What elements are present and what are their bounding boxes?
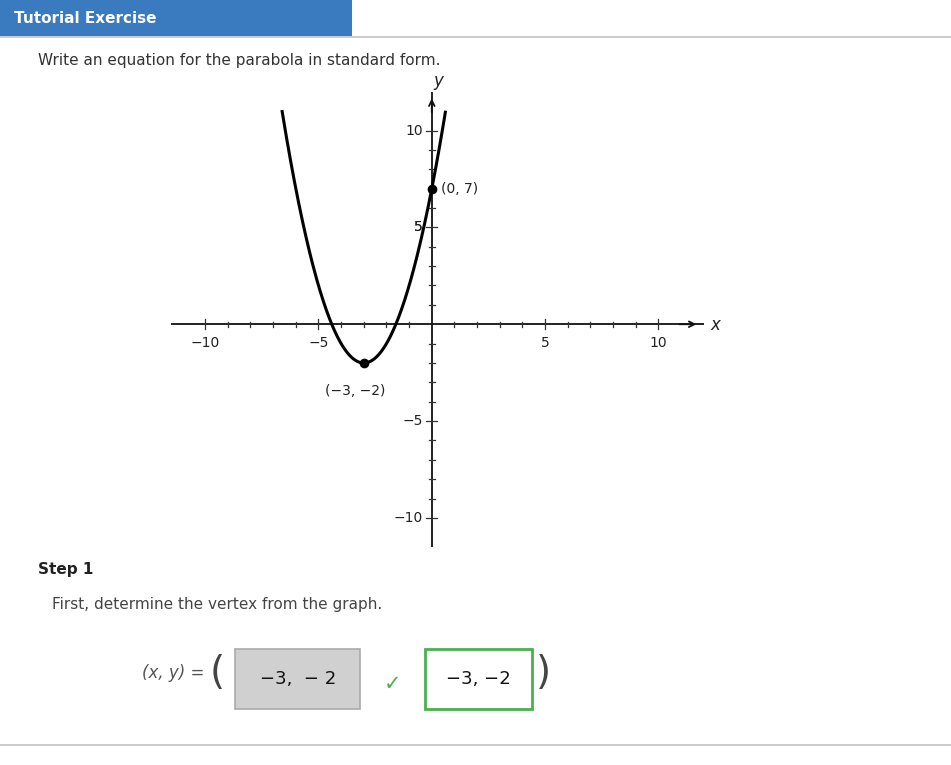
Text: x: x bbox=[710, 316, 721, 334]
Text: −10: −10 bbox=[190, 336, 220, 350]
Text: (0, 7): (0, 7) bbox=[441, 181, 478, 196]
Text: (x, y) =: (x, y) = bbox=[142, 664, 204, 682]
Text: ): ) bbox=[535, 654, 551, 692]
Text: 5: 5 bbox=[541, 336, 550, 350]
Text: −3, −2: −3, −2 bbox=[446, 670, 511, 688]
Text: 10: 10 bbox=[405, 123, 423, 138]
Text: 5: 5 bbox=[414, 220, 423, 234]
Text: (: ( bbox=[209, 654, 224, 692]
Text: First, determine the vertex from the graph.: First, determine the vertex from the gra… bbox=[52, 597, 382, 612]
Text: −5: −5 bbox=[308, 336, 329, 350]
Text: y: y bbox=[434, 72, 443, 90]
FancyBboxPatch shape bbox=[235, 649, 360, 709]
Text: Step 1: Step 1 bbox=[38, 562, 93, 577]
Text: Tutorial Exercise: Tutorial Exercise bbox=[14, 11, 157, 26]
Text: −5: −5 bbox=[402, 414, 423, 428]
FancyBboxPatch shape bbox=[425, 649, 532, 709]
Text: ✓: ✓ bbox=[384, 675, 401, 695]
Text: 5: 5 bbox=[414, 220, 423, 234]
Text: −10: −10 bbox=[394, 511, 423, 525]
Text: −3,  − 2: −3, − 2 bbox=[260, 670, 336, 688]
Text: 10: 10 bbox=[650, 336, 668, 350]
Text: (−3, −2): (−3, −2) bbox=[324, 384, 385, 399]
Text: Write an equation for the parabola in standard form.: Write an equation for the parabola in st… bbox=[38, 53, 440, 68]
